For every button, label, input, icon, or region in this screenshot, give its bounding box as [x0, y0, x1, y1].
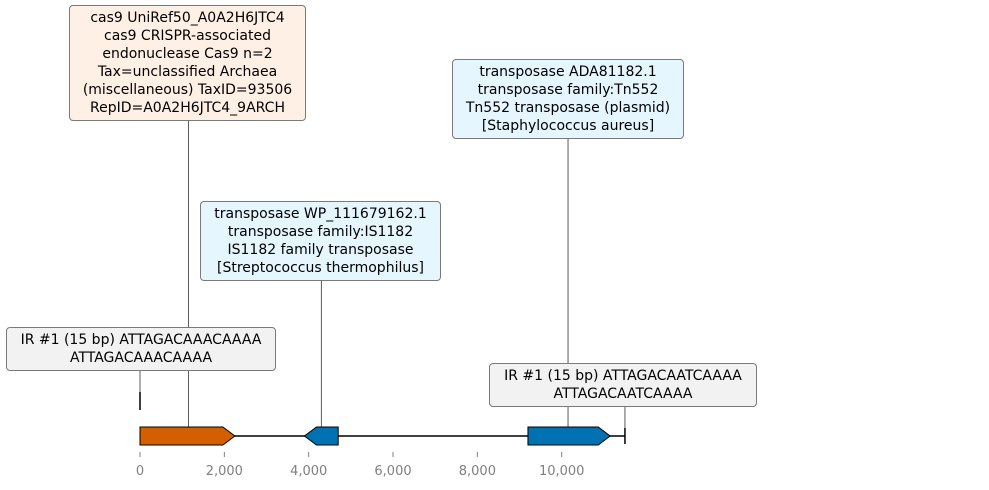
annotation-line: [Staphylococcus aureus] — [481, 118, 655, 134]
annotation-box: transposase ADA81182.1 transposase family… — [452, 59, 684, 139]
annotation-line: RepID=A0A2H6JTC4_9ARCH — [89, 100, 285, 116]
annotation-line: transposase ADA81182.1 — [479, 64, 657, 80]
annotation-line: [Streptococcus thermophilus] — [217, 260, 424, 276]
annotation-line: cas9 UniRef50_A0A2H6JTC4 — [90, 10, 285, 26]
annotation-line: cas9 CRISPR-associated — [104, 28, 271, 44]
annotation-line: (miscellaneous) TaxID=93506 — [82, 82, 293, 98]
axis-tick-label: 6,000 — [374, 464, 411, 479]
annotation-line: ATTAGACAAACAAAA — [69, 350, 213, 366]
annotation-line: IR #1 (15 bp) ATTAGACAATCAAAA — [504, 368, 742, 384]
annotation-line: transposase family:IS1182 — [227, 224, 414, 240]
axis-tick-label: 10,000 — [539, 464, 585, 479]
annotation-line: endonuclease Cas9 n=2 — [102, 46, 273, 62]
gene-arrow-tn1182 — [303, 426, 339, 446]
annotation-line: Tn552 transposase (plasmid) — [465, 100, 671, 116]
annotation-box: IR #1 (15 bp) ATTAGACAAACAAAA ATTAGACAAAC… — [6, 327, 276, 371]
axis-tick-label: 2,000 — [206, 464, 243, 479]
gene-arrow-tn552 — [527, 426, 612, 446]
annotation-line: ATTAGACAATCAAAA — [553, 386, 693, 402]
annotation-line: IS1182 family transposase — [227, 242, 414, 258]
axis-tick-label: 8,000 — [459, 464, 496, 479]
annotation-line: transposase WP_111679162.1 — [214, 206, 427, 222]
annotation-box: IR #1 (15 bp) ATTAGACAATCAAAA ATTAGACAATC… — [489, 363, 757, 407]
annotation-box: cas9 UniRef50_A0A2H6JTC4 cas9 CRISPR-asso… — [69, 5, 306, 121]
annotation-line: IR #1 (15 bp) ATTAGACAAACAAAA — [20, 332, 262, 348]
axis-tick-label: 4,000 — [290, 464, 327, 479]
annotation-line: transposase family:Tn552 — [477, 82, 659, 98]
gene-arrow-cas9 — [139, 426, 236, 446]
axis-tick-label: 0 — [136, 464, 144, 479]
annotation-line: Tax=unclassified Archaea — [97, 64, 278, 80]
annotation-box: transposase WP_111679162.1 transposase fa… — [200, 201, 441, 281]
